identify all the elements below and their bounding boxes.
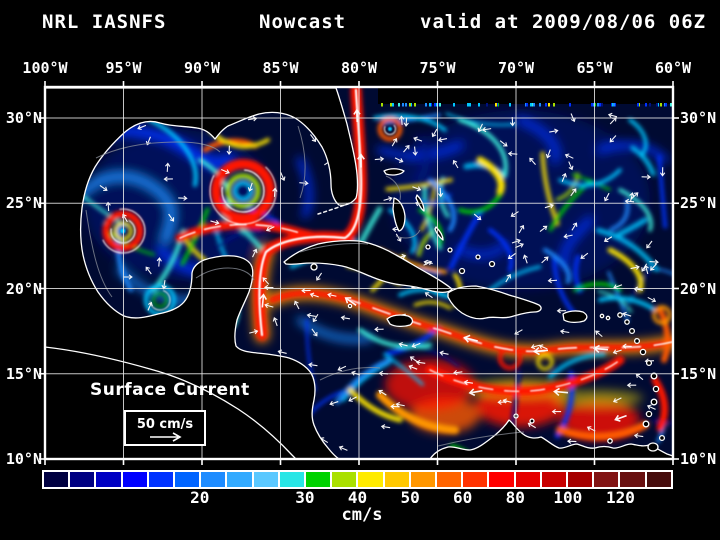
colorbar-unit-label: cm/s	[341, 505, 383, 525]
axis-ticks	[39, 81, 679, 465]
lon-label: 65°W	[576, 59, 613, 77]
colorbar-cell	[253, 472, 278, 487]
lon-label: 95°W	[105, 59, 142, 77]
lat-label-right: 25°N	[680, 194, 717, 213]
colorbar-cell	[358, 472, 383, 487]
colorbar-tick-label: 100	[553, 488, 583, 507]
map-content-layer	[46, 88, 672, 458]
colorbar-cell	[489, 472, 514, 487]
colorbar-cell	[620, 472, 645, 487]
colorbar-cell	[541, 472, 567, 487]
lat-label-left: 15°N	[5, 364, 42, 383]
lon-label: 70°W	[497, 59, 535, 77]
colorbar-cell	[332, 472, 357, 487]
colorbar-tick-label: 40	[347, 488, 368, 507]
colorbar-cell	[384, 472, 409, 487]
island	[529, 418, 535, 424]
lat-label-right: 20°N	[680, 279, 717, 298]
island	[617, 312, 623, 318]
lon-label: 90°W	[183, 59, 221, 77]
island	[645, 410, 653, 418]
south-america	[429, 419, 672, 458]
island	[650, 372, 658, 380]
title-model: NRL IASNFS	[42, 11, 167, 33]
lon-label: 100°W	[22, 59, 68, 77]
colorbar-tick-label: 30	[295, 488, 315, 507]
island	[599, 313, 605, 319]
island	[347, 303, 353, 309]
island	[425, 244, 431, 250]
puerto-rico	[562, 310, 588, 324]
island	[650, 398, 658, 406]
surface-current-label: Surface Current	[90, 380, 250, 400]
island	[605, 315, 611, 321]
shelf-contours	[85, 125, 525, 447]
colorbar-cell	[437, 472, 462, 487]
colorbar-cell	[175, 472, 200, 487]
scale-box	[124, 410, 206, 446]
colorbar-tick-label: 120	[605, 488, 635, 507]
colorbar-cell	[227, 472, 252, 487]
island	[652, 385, 660, 393]
lat-label-right: 10°N	[680, 450, 717, 468]
lat-label-left: 30°N	[5, 109, 42, 127]
bahamas	[383, 168, 444, 241]
title-product: Nowcast	[259, 11, 347, 33]
island	[633, 337, 641, 345]
lon-label: 60°W	[654, 59, 692, 77]
island	[642, 420, 650, 428]
colorbar-cell	[44, 472, 69, 487]
colorbar-cell	[410, 472, 436, 487]
scale-arrow-icon	[150, 432, 182, 442]
island	[624, 319, 630, 325]
colorbar-tick-label: 60	[453, 488, 473, 507]
colorbar-cell	[463, 472, 488, 487]
lat-label-left: 20°N	[5, 279, 42, 298]
lon-label: 80°W	[340, 59, 378, 77]
colorbar-cell	[568, 472, 593, 487]
colorbar	[42, 470, 673, 489]
lon-label: 85°W	[262, 59, 299, 77]
colorbar-cell	[279, 472, 305, 487]
colorbar-cell	[594, 472, 619, 487]
cuba	[283, 239, 453, 293]
colorbar-cell	[96, 472, 121, 487]
colorbar-cell	[306, 472, 331, 487]
colorbar-tick-label: 50	[400, 488, 420, 507]
colorbar-cell	[646, 472, 671, 487]
graticule	[45, 87, 673, 459]
island	[607, 438, 613, 444]
island	[447, 247, 453, 253]
island	[488, 260, 496, 268]
lon-label: 75°W	[419, 59, 456, 77]
island	[310, 263, 318, 271]
trinidad	[647, 442, 659, 452]
colorbar-cell	[70, 472, 95, 487]
colorbar-cell	[515, 472, 540, 487]
colorbar-cell	[201, 472, 226, 487]
no-data-region	[378, 88, 672, 104]
colorbar-cell	[148, 472, 174, 487]
island	[645, 359, 653, 367]
colorbar-tick-label: 20	[190, 488, 210, 507]
colorbar-cell	[122, 472, 147, 487]
lat-label-right: 30°N	[680, 109, 717, 127]
island	[639, 348, 647, 356]
jamaica	[386, 314, 414, 328]
lat-label-left: 25°N	[5, 194, 42, 213]
island	[475, 254, 481, 260]
island	[458, 267, 466, 275]
island	[658, 434, 666, 442]
lat-label-right: 15°N	[680, 364, 717, 383]
lat-label-left: 10°N	[5, 450, 42, 468]
title-valid: valid at 2009/08/06 06Z	[420, 11, 707, 33]
island	[628, 327, 636, 335]
colorbar-tick-label: 80	[505, 488, 525, 507]
scale-value-label: 50 cm/s	[137, 417, 194, 432]
